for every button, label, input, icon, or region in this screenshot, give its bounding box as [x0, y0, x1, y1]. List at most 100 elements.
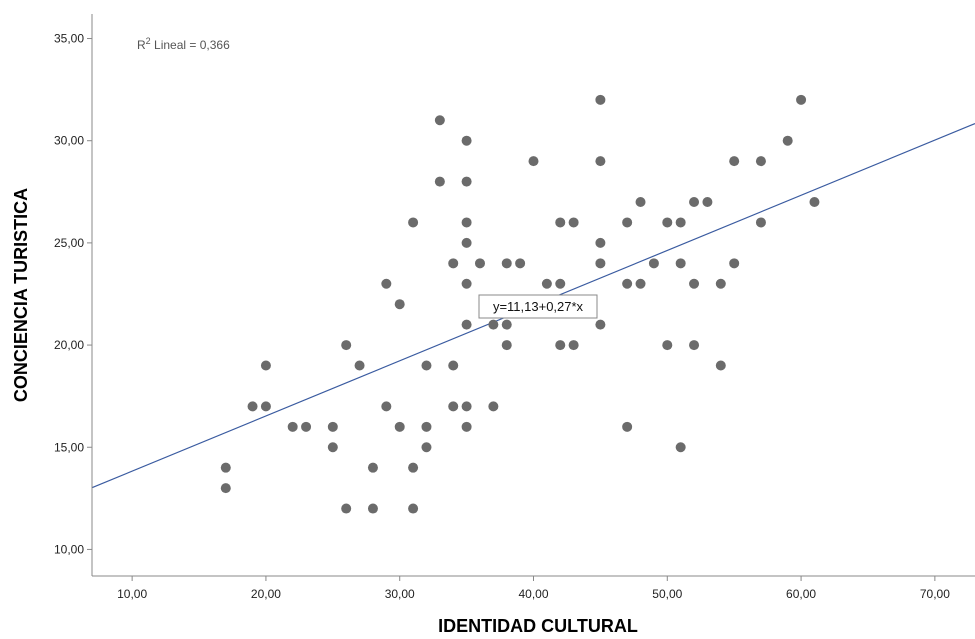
y-axis-title: CONCIENCIA TURISTICA [11, 188, 31, 402]
scatter-point [421, 421, 432, 432]
y-tick-label: 20,00 [54, 338, 84, 352]
equation-box: y=11,13+0,27*x [478, 294, 598, 319]
scatter-point [434, 176, 445, 187]
scatter-point [381, 278, 392, 289]
y-tick-label: 15,00 [54, 440, 84, 454]
scatter-point [448, 401, 459, 412]
scatter-point [260, 360, 271, 371]
scatter-point [595, 156, 606, 167]
scatter-point [461, 319, 472, 330]
scatter-point [287, 421, 298, 432]
scatter-point [448, 360, 459, 371]
scatter-point [341, 340, 352, 351]
scatter-point [488, 401, 499, 412]
scatter-point [755, 217, 766, 228]
scatter-point [367, 503, 378, 514]
points-layer [220, 94, 820, 514]
scatter-point [689, 278, 700, 289]
scatter-point [220, 483, 231, 494]
scatter-point [796, 94, 807, 105]
scatter-point [729, 258, 740, 269]
scatter-point [247, 401, 258, 412]
y-tick-label: 30,00 [54, 134, 84, 148]
scatter-point [662, 340, 673, 351]
scatter-point [461, 237, 472, 248]
scatter-point [327, 442, 338, 453]
scatter-point [461, 135, 472, 146]
scatter-point [675, 442, 686, 453]
scatter-point [689, 340, 700, 351]
scatter-point [528, 156, 539, 167]
scatter-point [394, 299, 405, 310]
scatter-point [461, 421, 472, 432]
scatter-point [541, 278, 552, 289]
scatter-point [702, 197, 713, 208]
scatter-point [434, 115, 445, 126]
scatter-point [782, 135, 793, 146]
r2-label-superscript: 2 [146, 36, 151, 46]
axes-layer [87, 14, 975, 581]
scatter-point [568, 217, 579, 228]
scatter-point [461, 401, 472, 412]
scatter-point [595, 319, 606, 330]
labels-layer: 10,00 20,00 30,00 40,00 50,00 60,00 70,00 10,00… [54, 32, 950, 601]
scatter-point [220, 462, 231, 473]
scatter-point [622, 278, 633, 289]
scatter-point [715, 360, 726, 371]
scatter-point [501, 340, 512, 351]
scatter-point [501, 258, 512, 269]
y-tick-label: 10,00 [54, 542, 84, 556]
scatter-point [595, 94, 606, 105]
scatter-point [301, 421, 312, 432]
scatter-point [408, 503, 419, 514]
scatter-point [354, 360, 365, 371]
scatter-point [394, 421, 405, 432]
y-tick-label: 35,00 [54, 32, 84, 46]
scatter-point [461, 217, 472, 228]
r2-label-letter: R [137, 38, 146, 52]
scatter-point [809, 197, 820, 208]
scatter-point [260, 401, 271, 412]
scatter-point [622, 421, 633, 432]
scatter-point [555, 217, 566, 228]
x-axis-title: IDENTIDAD CULTURAL [438, 616, 638, 636]
scatter-point [622, 217, 633, 228]
scatter-point [675, 217, 686, 228]
scatter-point [662, 217, 673, 228]
scatter-point [675, 258, 686, 269]
equation-box-frame [478, 294, 598, 319]
scatter-point [729, 156, 740, 167]
scatter-point [501, 319, 512, 330]
x-tick-label: 30,00 [385, 587, 415, 601]
scatter-point [461, 176, 472, 187]
scatter-point [474, 258, 485, 269]
scatter-point [327, 421, 338, 432]
scatter-point [595, 237, 606, 248]
x-tick-label: 50,00 [652, 587, 682, 601]
scatter-point [568, 340, 579, 351]
scatter-point [461, 278, 472, 289]
scatter-point [448, 258, 459, 269]
scatter-point [421, 360, 432, 371]
scatter-point [689, 197, 700, 208]
scatter-point [381, 401, 392, 412]
scatter-point [408, 462, 419, 473]
scatter-point [635, 197, 646, 208]
scatter-point [648, 258, 659, 269]
scatter-point [635, 278, 646, 289]
scatter-point [488, 319, 499, 330]
scatter-point [755, 156, 766, 167]
scatter-point [367, 462, 378, 473]
scatter-point [595, 258, 606, 269]
x-tick-label: 10,00 [117, 587, 147, 601]
scatter-point [341, 503, 352, 514]
r2-label-value: Lineal = 0,366 [151, 38, 230, 52]
y-tick-label: 25,00 [54, 236, 84, 250]
scatter-point [515, 258, 526, 269]
scatter-point [555, 340, 566, 351]
scatter-point [408, 217, 419, 228]
scatter-point [555, 278, 566, 289]
x-tick-label: 60,00 [786, 587, 816, 601]
